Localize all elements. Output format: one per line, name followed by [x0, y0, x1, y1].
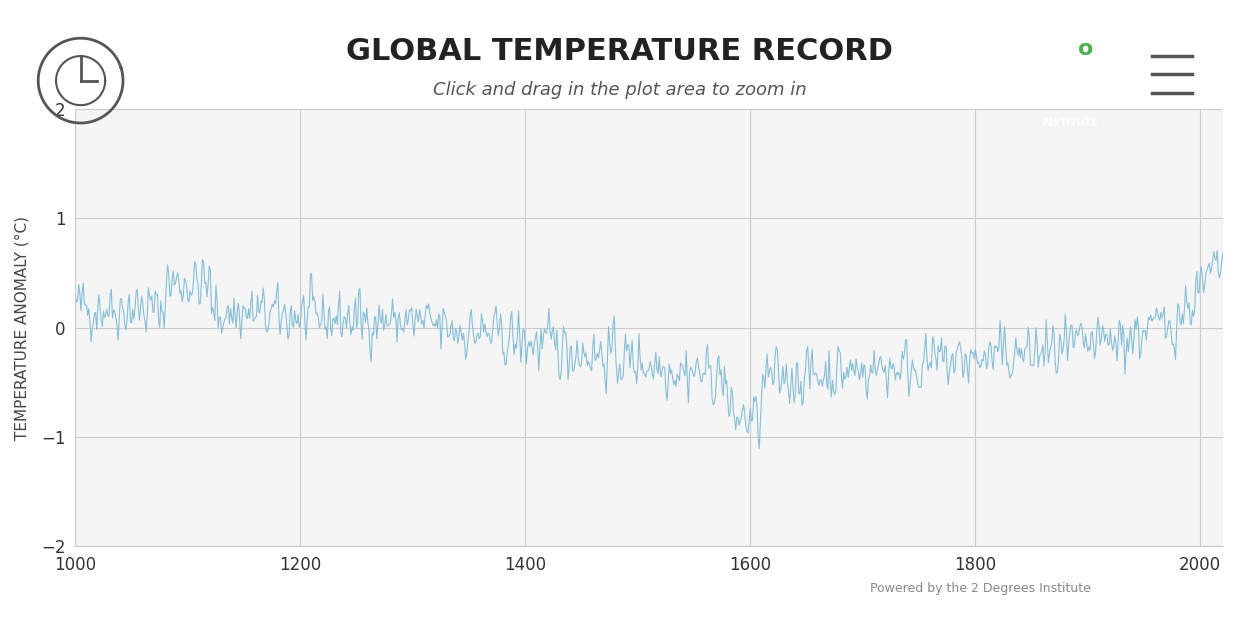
Y-axis label: TEMPERATURE ANOMALY (°C): TEMPERATURE ANOMALY (°C): [15, 216, 30, 440]
Text: Click and drag in the plot area to zoom in: Click and drag in the plot area to zoom …: [433, 81, 807, 99]
Text: INSTITUTE: INSTITUTE: [1042, 118, 1097, 128]
Text: GLOBAL TEMPERATURE RECORD: GLOBAL TEMPERATURE RECORD: [346, 37, 894, 66]
Text: 2: 2: [1030, 53, 1061, 97]
Text: Powered by the 2 Degrees Institute: Powered by the 2 Degrees Institute: [870, 582, 1091, 595]
Text: o: o: [1078, 39, 1092, 60]
